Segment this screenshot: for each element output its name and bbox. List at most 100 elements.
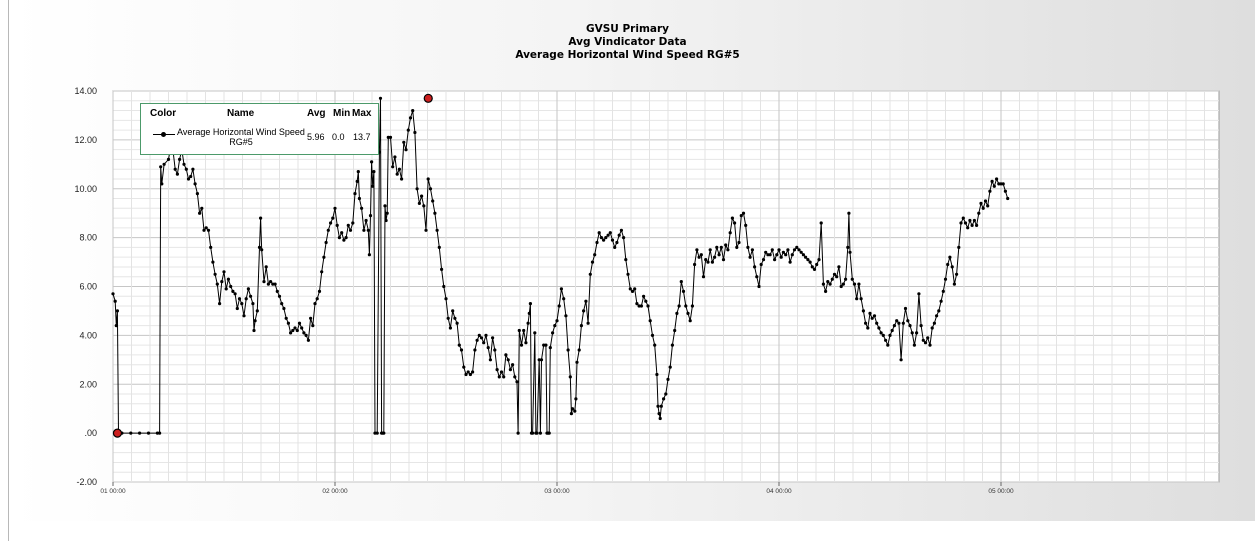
data-point [566, 348, 570, 352]
data-point [215, 282, 219, 286]
data-point [821, 282, 826, 286]
data-point [977, 211, 981, 215]
data-point [688, 319, 692, 323]
data-point [539, 358, 544, 362]
data-point [726, 248, 730, 252]
data-point [544, 343, 548, 347]
data-point [806, 258, 810, 262]
data-point [753, 265, 757, 269]
data-point [584, 299, 588, 303]
data-point [282, 306, 286, 311]
extreme-marker [423, 93, 433, 103]
data-point [442, 284, 446, 289]
data-point [444, 297, 448, 301]
data-point [733, 221, 737, 225]
data-point [950, 265, 954, 269]
data-point [244, 297, 248, 301]
data-point [613, 245, 617, 249]
data-point [630, 289, 635, 293]
data-point [304, 333, 308, 337]
data-point [837, 265, 841, 269]
data-point [440, 267, 444, 271]
data-point [819, 221, 823, 225]
data-point [531, 431, 535, 435]
data-point [699, 253, 703, 257]
data-point [524, 341, 528, 345]
data-point [981, 206, 985, 210]
data-point [371, 184, 375, 188]
x-tick-label: 05 00:00 [988, 488, 1014, 495]
data-point [368, 214, 373, 218]
data-point [686, 311, 690, 315]
data-point [779, 255, 783, 259]
data-point [850, 277, 854, 281]
data-point [384, 218, 388, 223]
data-point [866, 326, 870, 330]
data-point [886, 343, 890, 347]
data-point [200, 206, 204, 210]
y-tick-label: 14.00 [74, 86, 97, 96]
data-point [182, 162, 186, 166]
data-point [872, 314, 877, 318]
data-point [479, 336, 484, 340]
data-point [195, 192, 199, 196]
data-point [337, 236, 341, 240]
data-point [810, 265, 814, 269]
data-point [277, 294, 282, 298]
data-point [113, 299, 117, 303]
data-point [658, 416, 662, 421]
data-point [451, 309, 455, 313]
data-point [662, 397, 666, 401]
data-point [513, 375, 517, 379]
data-point [344, 236, 348, 240]
data-point [237, 297, 242, 301]
data-point [516, 431, 520, 435]
data-point [528, 302, 533, 306]
data-point [808, 260, 812, 264]
data-point [586, 321, 590, 325]
data-point [617, 233, 621, 237]
data-point [959, 221, 963, 225]
data-point [506, 358, 510, 362]
data-point [859, 297, 863, 301]
data-point [293, 326, 297, 330]
data-point [597, 231, 601, 235]
data-point [504, 353, 508, 357]
data-point [957, 245, 961, 249]
data-point [184, 167, 188, 171]
legend-series-max: 13.7 [353, 132, 371, 142]
data-point [291, 328, 295, 333]
chart-subtitle-2: Average Horizontal Wind Speed RG#5 [515, 49, 740, 61]
data-point [626, 272, 630, 276]
data-point [677, 304, 681, 308]
data-point [510, 363, 515, 367]
data-point [903, 306, 908, 311]
data-point [919, 324, 923, 328]
data-point [606, 233, 610, 237]
data-point [881, 333, 885, 337]
data-point [781, 250, 786, 254]
x-tick-label: 01 00:00 [100, 488, 126, 495]
data-point [356, 170, 360, 174]
data-point [815, 262, 819, 267]
chart-title: GVSU Primary [585, 23, 669, 35]
data-point [378, 96, 383, 100]
data-point [198, 211, 202, 215]
data-point [146, 431, 151, 435]
data-point [983, 199, 988, 203]
legend-series-name: Average Horizontal Wind Speed RG#5 [177, 127, 305, 147]
data-point [999, 182, 1003, 186]
data-point [408, 116, 413, 120]
data-point [706, 260, 710, 264]
data-point [684, 304, 688, 308]
data-point [657, 412, 661, 416]
data-point [559, 287, 564, 291]
data-point [637, 304, 641, 308]
data-point [717, 253, 721, 257]
data-point [792, 248, 797, 252]
data-point [317, 289, 322, 293]
data-point [495, 368, 499, 372]
data-point [209, 245, 213, 249]
data-point [211, 260, 215, 264]
